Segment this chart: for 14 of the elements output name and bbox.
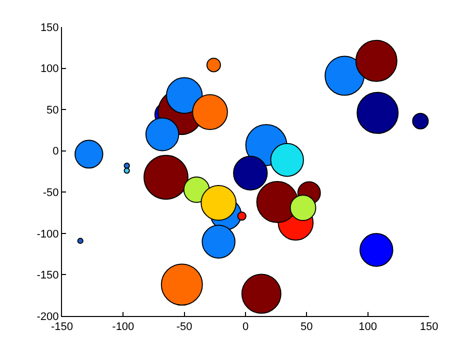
x-tick-label: 0 bbox=[242, 321, 249, 334]
x-tick-label: 50 bbox=[300, 321, 313, 334]
y-tick-label: -150 bbox=[36, 270, 59, 282]
x-tick-label: -50 bbox=[176, 321, 192, 334]
y-tick-label: -100 bbox=[36, 228, 59, 240]
y-tick-label: -50 bbox=[42, 186, 59, 199]
x-tick-label: -100 bbox=[112, 321, 134, 334]
y-tick-label: 100 bbox=[40, 63, 59, 76]
y-tick-label: 150 bbox=[40, 22, 59, 34]
y-tick-label: -200 bbox=[36, 310, 59, 323]
x-tick-label: 150 bbox=[420, 321, 438, 334]
y-tick-label: 0 bbox=[52, 146, 59, 158]
y-tick-label: 50 bbox=[46, 104, 59, 116]
x-tick-label: 100 bbox=[358, 321, 378, 334]
